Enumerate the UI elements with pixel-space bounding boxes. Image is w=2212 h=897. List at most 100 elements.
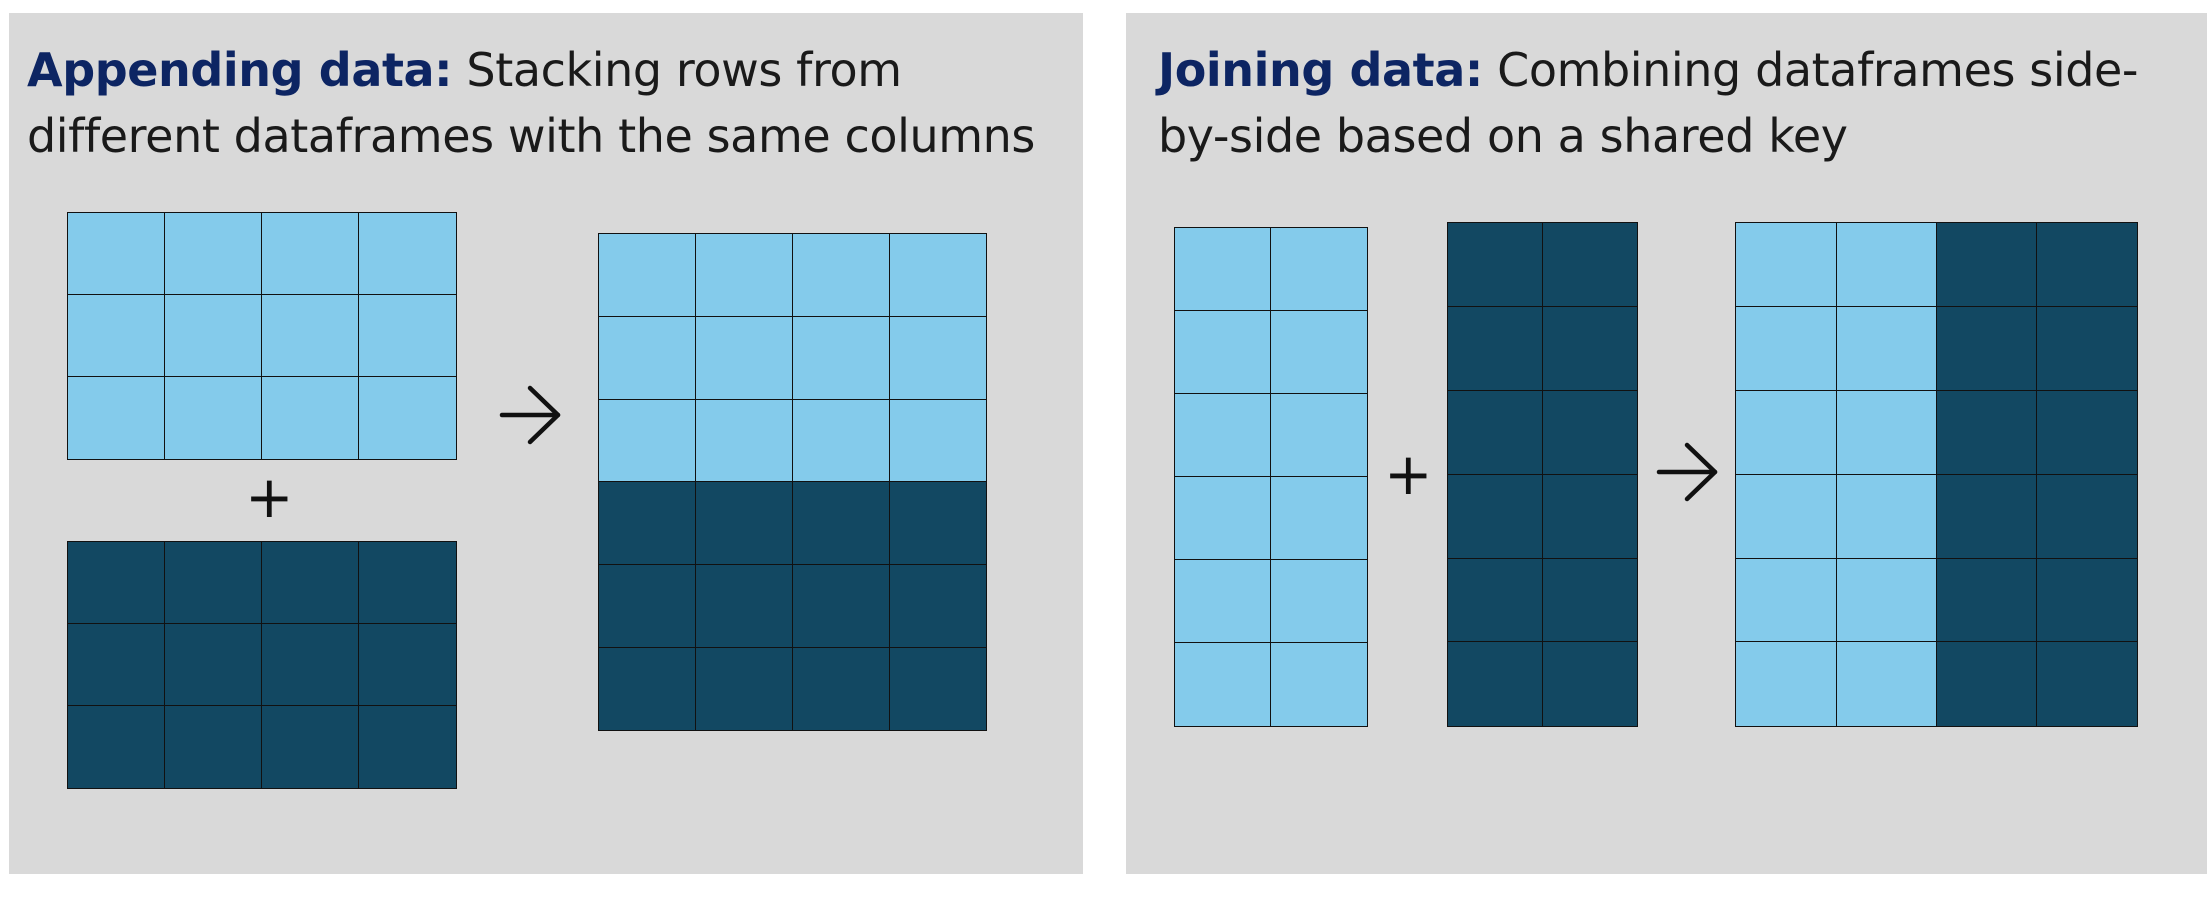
table-cell (164, 541, 263, 625)
table-cell (164, 294, 263, 378)
table-cell (695, 563, 794, 649)
table-cell (1835, 389, 1938, 476)
table-cell (358, 705, 457, 789)
table-cell (1935, 641, 2038, 727)
table-cell (598, 233, 697, 318)
table-cell (164, 376, 263, 460)
table-cell (1447, 389, 1544, 476)
join-left-table (1174, 227, 1368, 727)
table-cell (1541, 641, 1638, 727)
table-cell (1447, 306, 1544, 392)
table-cell (1835, 641, 1938, 727)
table-cell (888, 398, 987, 483)
table-cell (791, 481, 890, 566)
table-cell (1270, 393, 1368, 478)
table-cell (261, 376, 360, 460)
join-right-table (1447, 222, 1638, 727)
table-cell (1935, 473, 2038, 560)
join-result-table (1735, 222, 2138, 727)
table-cell (598, 398, 697, 483)
table-cell (1270, 642, 1368, 727)
table-cell (2036, 473, 2138, 560)
append-top-table (67, 212, 457, 460)
table-cell (164, 705, 263, 789)
table-cell (2036, 306, 2138, 392)
table-cell (1447, 557, 1544, 643)
table-cell (261, 705, 360, 789)
table-cell (1270, 476, 1368, 561)
table-cell (598, 646, 697, 731)
joining-title-line1: Combining dataframes side- (1482, 43, 2139, 97)
table-cell (1935, 222, 2038, 308)
table-cell (261, 623, 360, 707)
table-cell (1174, 310, 1272, 395)
append-result-table (598, 233, 987, 731)
table-cell (888, 646, 987, 731)
table-cell (1735, 306, 1837, 392)
table-cell (164, 212, 263, 296)
table-cell (888, 315, 987, 401)
table-cell (791, 233, 890, 318)
table-cell (2036, 641, 2138, 727)
table-cell (261, 294, 360, 378)
table-cell (2036, 389, 2138, 476)
table-cell (67, 623, 166, 707)
table-cell (1541, 389, 1638, 476)
table-cell (1735, 222, 1837, 308)
table-cell (1735, 389, 1837, 476)
table-cell (1447, 641, 1544, 727)
table-cell (695, 398, 794, 483)
table-cell (1174, 393, 1272, 478)
table-cell (695, 481, 794, 566)
table-cell (791, 315, 890, 401)
table-cell (1735, 473, 1837, 560)
table-cell (695, 233, 794, 318)
table-cell (67, 212, 166, 296)
append-bottom-table (67, 541, 457, 789)
table-cell (598, 315, 697, 401)
table-cell (67, 541, 166, 625)
append-arrow-icon (499, 385, 561, 445)
table-cell (888, 481, 987, 566)
table-cell (1447, 473, 1544, 560)
table-cell (1174, 642, 1272, 727)
table-cell (1174, 227, 1272, 312)
table-cell (67, 294, 166, 378)
table-cell (1735, 557, 1837, 643)
table-cell (888, 233, 987, 318)
table-cell (791, 563, 890, 649)
table-cell (1270, 310, 1368, 395)
table-cell (1835, 557, 1938, 643)
appending-heading: Appending data: Stacking rows from diffe… (27, 37, 1035, 169)
join-plus-sign: + (1384, 440, 1433, 508)
table-cell (1270, 227, 1368, 312)
table-cell (1541, 306, 1638, 392)
table-cell (791, 398, 890, 483)
table-cell (261, 541, 360, 625)
table-cell (358, 212, 457, 296)
joining-title-bold: Joining data: (1158, 43, 1483, 97)
table-cell (358, 376, 457, 460)
table-cell (261, 212, 360, 296)
table-cell (1935, 557, 2038, 643)
appending-title-line2: different dataframes with the same colum… (27, 109, 1036, 163)
table-cell (358, 294, 457, 378)
joining-panel: Joining data: Combining dataframes side-… (1126, 13, 2207, 874)
table-cell (358, 623, 457, 707)
table-cell (1541, 222, 1638, 308)
table-cell (1541, 557, 1638, 643)
table-cell (2036, 222, 2138, 308)
table-cell (1174, 559, 1272, 644)
table-cell (1835, 222, 1938, 308)
table-cell (1835, 306, 1938, 392)
table-cell (164, 623, 263, 707)
table-cell (1174, 476, 1272, 561)
table-cell (695, 646, 794, 731)
append-plus-sign: + (245, 463, 294, 531)
table-cell (791, 646, 890, 731)
joining-heading: Joining data: Combining dataframes side-… (1158, 37, 2139, 169)
appending-panel: Appending data: Stacking rows from diffe… (9, 13, 1083, 874)
table-cell (1541, 473, 1638, 560)
table-cell (1735, 641, 1837, 727)
table-cell (695, 315, 794, 401)
